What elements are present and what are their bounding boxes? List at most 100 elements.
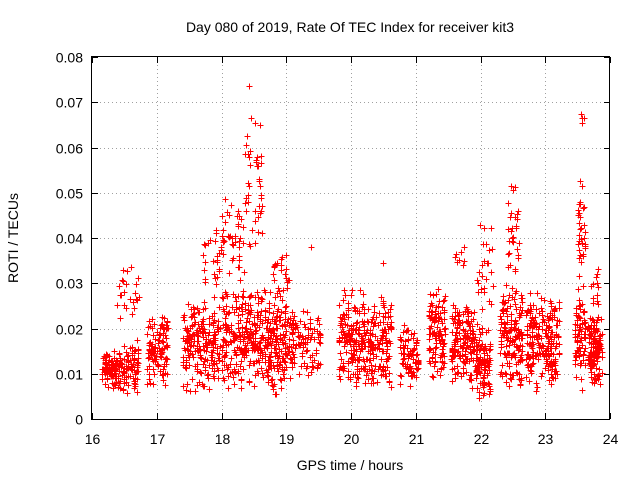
- data-point: [507, 375, 514, 382]
- data-point: [146, 354, 153, 361]
- data-point: [576, 201, 583, 208]
- data-point: [353, 383, 360, 390]
- data-point: [134, 359, 141, 366]
- data-point: [350, 351, 357, 358]
- data-point: [518, 295, 525, 302]
- data-point: [243, 208, 250, 215]
- data-point: [506, 250, 513, 257]
- data-point: [226, 270, 233, 277]
- data-point: [197, 354, 204, 361]
- data-point: [372, 344, 379, 351]
- data-point: [479, 380, 486, 387]
- data-point: [151, 352, 158, 359]
- data-point: [582, 345, 589, 352]
- data-point: [186, 362, 193, 369]
- data-point: [192, 348, 199, 355]
- data-point: [474, 362, 481, 369]
- data-point: [539, 312, 546, 319]
- data-point: [556, 341, 563, 348]
- data-point: [235, 208, 242, 215]
- data-point: [470, 316, 477, 323]
- data-point: [202, 259, 209, 266]
- data-point: [360, 301, 367, 308]
- data-point: [387, 324, 394, 331]
- data-point: [579, 387, 586, 394]
- data-point: [575, 241, 582, 248]
- data-point: [353, 326, 360, 333]
- data-point: [194, 338, 201, 345]
- data-point: [548, 371, 555, 378]
- data-point: [468, 310, 475, 317]
- data-point: [413, 365, 420, 372]
- data-point: [210, 347, 217, 354]
- data-point: [479, 306, 486, 313]
- data-point: [455, 313, 462, 320]
- data-point: [582, 243, 589, 250]
- data-point: [304, 339, 311, 346]
- data-point: [193, 329, 200, 336]
- data-point: [181, 317, 188, 324]
- data-point: [463, 334, 470, 341]
- data-point: [476, 269, 483, 276]
- data-point: [247, 148, 254, 155]
- data-point: [370, 314, 377, 321]
- data-point: [338, 356, 345, 363]
- data-point: [590, 281, 597, 288]
- data-point: [427, 303, 434, 310]
- data-point: [200, 343, 207, 350]
- data-point: [219, 344, 226, 351]
- data-point: [364, 327, 371, 334]
- data-point: [159, 346, 166, 353]
- data-point: [274, 260, 281, 267]
- data-point-outlier: [243, 142, 250, 149]
- data-point: [236, 238, 243, 245]
- data-point: [538, 373, 545, 380]
- data-point: [238, 346, 245, 353]
- data-point: [290, 321, 297, 328]
- data-point: [278, 267, 285, 274]
- data-point: [439, 346, 446, 353]
- data-point: [539, 326, 546, 333]
- data-point: [265, 373, 272, 380]
- data-point: [426, 325, 433, 332]
- data-point: [593, 274, 600, 281]
- data-point: [476, 368, 483, 375]
- data-point: [456, 330, 463, 337]
- data-point: [121, 302, 128, 309]
- data-point: [581, 235, 588, 242]
- data-point: [109, 362, 116, 369]
- data-point: [530, 302, 537, 309]
- data-point: [187, 335, 194, 342]
- y-tick-label: 0.08: [56, 50, 83, 66]
- data-point: [429, 373, 436, 380]
- data-point: [594, 292, 601, 299]
- data-point: [548, 300, 555, 307]
- data-point: [515, 255, 522, 262]
- data-point: [576, 345, 583, 352]
- data-point: [234, 344, 241, 351]
- data-point: [596, 346, 603, 353]
- data-point: [248, 339, 255, 346]
- data-point: [268, 328, 275, 335]
- data-point: [351, 304, 358, 311]
- data-point: [190, 342, 197, 349]
- data-point: [345, 305, 352, 312]
- data-point: [258, 160, 265, 167]
- data-point: [547, 362, 554, 369]
- data-point: [460, 262, 467, 269]
- data-point: [516, 329, 523, 336]
- data-point: [230, 255, 237, 262]
- data-point: [514, 246, 521, 253]
- data-point: [146, 371, 153, 378]
- data-point: [162, 356, 169, 363]
- data-point: [533, 388, 540, 395]
- data-point: [197, 369, 204, 376]
- data-point: [183, 387, 190, 394]
- data-point: [134, 389, 141, 396]
- data-point: [505, 226, 512, 233]
- data-point: [575, 286, 582, 293]
- data-point: [587, 332, 594, 339]
- data-point: [413, 374, 420, 381]
- data-point: [131, 367, 138, 374]
- data-point: [548, 343, 555, 350]
